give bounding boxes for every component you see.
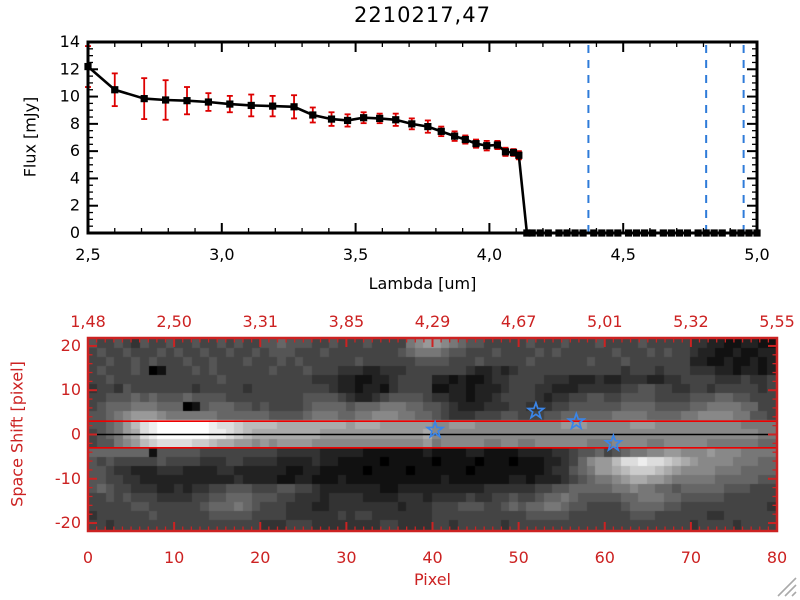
plot-title: 2210217,47: [354, 3, 491, 27]
tick-label: 5,32: [673, 312, 709, 331]
tick-label: 3,31: [242, 312, 278, 331]
tick-label: 1,48: [70, 312, 106, 331]
tick-label: 5,0: [744, 245, 769, 264]
tick-label: 0: [71, 425, 81, 444]
tick-label: -20: [55, 513, 81, 532]
tick-label: 4,67: [501, 312, 537, 331]
tick-label: 0: [70, 223, 80, 242]
star-markers: [424, 400, 624, 453]
tick-label: 5,01: [587, 312, 623, 331]
tick-label: 14: [60, 32, 80, 51]
lambda-axis-label: Lambda [um]: [368, 274, 477, 293]
tick-label: 5,55: [759, 312, 795, 331]
tick-label: 0: [83, 548, 93, 567]
tick-label: 20: [61, 336, 81, 355]
tick-label: 40: [422, 548, 442, 567]
tick-label: 10: [60, 87, 80, 106]
tick-label: 50: [508, 548, 528, 567]
tick-label: 12: [60, 59, 80, 78]
tick-label: 80: [767, 548, 787, 567]
tick-label: 4,29: [415, 312, 451, 331]
tick-label: 20: [250, 548, 270, 567]
tick-label: 60: [595, 548, 615, 567]
tick-label: 3,0: [209, 245, 234, 264]
tick-label: 3,5: [343, 245, 368, 264]
aperture-lines: [88, 420, 777, 449]
tick-label: -10: [55, 469, 81, 488]
tick-label: 2: [70, 196, 80, 215]
tick-label: 4: [70, 168, 80, 187]
tick-label: 6: [70, 141, 80, 160]
image-axis-ticks: [87, 338, 778, 531]
tick-label: 2,5: [75, 245, 100, 264]
axis-ticks: [87, 41, 758, 234]
tick-label: 2,50: [156, 312, 192, 331]
tick-label: 8: [70, 114, 80, 133]
resize-grip-icon[interactable]: [772, 572, 798, 598]
tick-label: 3,85: [329, 312, 365, 331]
tick-label: 10: [164, 548, 184, 567]
tick-label: 4,5: [610, 245, 635, 264]
tick-label: 70: [681, 548, 701, 567]
tick-label: 4,0: [477, 245, 502, 264]
tick-label: 10: [61, 380, 81, 399]
tick-label: 30: [336, 548, 356, 567]
pixel-axis-label: Pixel: [413, 570, 451, 589]
space-shift-axis-label: Space Shift [pixel]: [7, 361, 27, 507]
wavelength-guide-lines: [587, 42, 745, 233]
